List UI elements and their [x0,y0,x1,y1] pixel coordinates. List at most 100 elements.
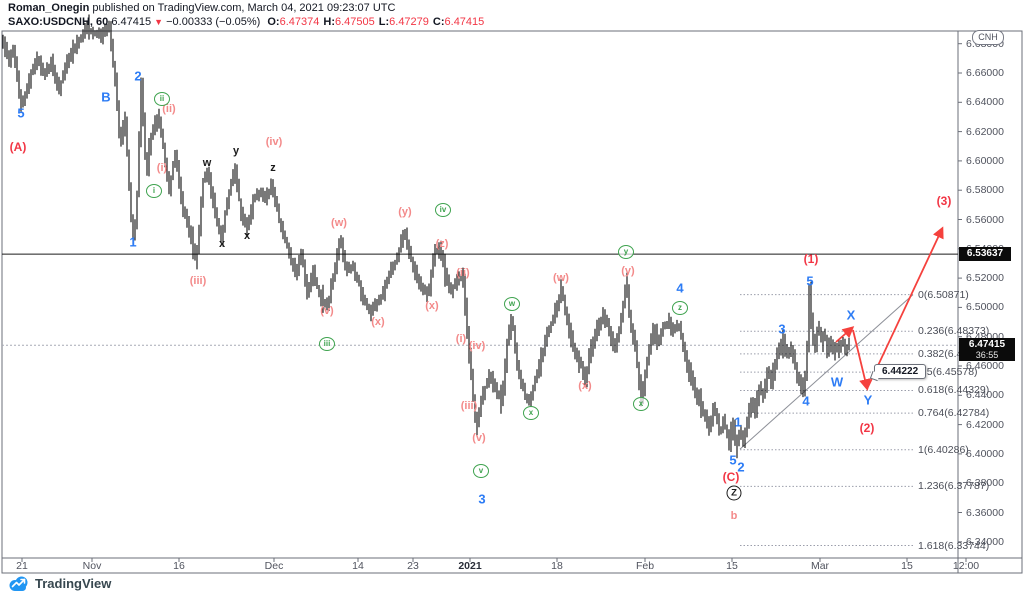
wave-label-3: 3 [478,491,486,507]
wave-label-5: 5 [729,452,737,468]
wave-label-X: X [846,307,856,323]
wave-label-3: 3 [778,321,786,337]
wave-label-4: 4 [676,280,684,296]
time-tick-label: 23 [407,560,419,572]
price-tick-label: 6.36000 [966,506,1004,519]
wave-label-iv: (iv) [265,136,283,148]
fib-level-label: 1(6.40286) [918,443,969,456]
wave-label-2: 2 [737,459,745,475]
wave-label-Y: Y [863,392,873,408]
wave-label-y: (y) [621,265,635,277]
wave-label-W: W [830,374,844,390]
price-change-text: −0.00333 (−0.05%) [166,16,261,28]
forecast-arrow[interactable] [852,329,871,391]
wave-label-B: B [101,89,111,105]
price-tick-label: 6.62000 [966,125,1004,138]
publish-info: published on TradingView.com, March 04, … [89,2,396,14]
price-tick-label: 6.66000 [966,67,1004,79]
wave-label-z: (z) [435,238,449,250]
chart-frame [1,30,1023,574]
ohlc-key: C: [432,16,445,28]
level-price-badge: 6.53637 [959,247,1011,262]
price-tick-label: 6.56000 [966,213,1004,226]
wave-label-2: (2) [859,421,875,435]
last-price-value: 6.47415 [968,339,1006,351]
wave-label-x: x [218,238,226,250]
wave-label-ii: (ii) [456,267,470,279]
time-tick-label: Feb [635,560,655,572]
wave-label-x: x [633,397,649,411]
wave-label-i: i [146,184,162,198]
wave-label-iv: iv [435,203,451,217]
wave-label-x: x [523,406,539,420]
wave-label-i: (i) [455,333,467,345]
wave-label-ii: (ii) [162,103,176,115]
ohlc-values: O:6.47374 H:6.47505 L:6.47279 C:6.47415 [263,16,484,28]
bar-countdown: 36:55 [975,350,999,361]
wave-label-C: (C) [722,470,740,484]
time-tick-label: 14 [352,560,364,572]
time-tick-label: Mar [810,560,830,572]
price-tooltip: 6.44222 [874,364,927,379]
wave-label-v: v [473,464,489,478]
wave-label-y: y [232,145,240,157]
wave-label-w: w [504,297,520,311]
fib-level-label: 0.764(6.42784) [918,407,990,420]
ohlc-value: 6.47374 [279,16,320,28]
forecast-arrow[interactable] [866,226,944,390]
time-tick-label: Nov [82,560,102,572]
wave-label-1: (1) [803,252,819,266]
tradingview-logo[interactable]: TradingView [8,575,111,592]
trendline[interactable] [739,294,914,450]
currency-badge: CNH [972,30,1004,45]
wave-label-w: (w) [331,217,347,229]
logo-text: TradingView [35,576,112,591]
wave-label-2: 2 [134,68,142,84]
wave-label-x: (x) [425,300,439,312]
time-tick-label: 15 [726,560,738,572]
author-name: Roman_Onegin [8,2,90,14]
wave-label-iii: (iii) [189,275,207,287]
wave-label-ii: ii [154,92,170,106]
time-tick-label: 2021 [458,560,482,572]
last-price-badge: 6.47415 36:55 [959,338,1015,362]
forecast-arrow[interactable] [835,326,855,343]
wave-label-y: (y) [398,206,412,218]
wave-label-v: (v) [472,432,486,444]
ohlc-value: 6.47415 [444,16,485,28]
wave-label-Z: Z [726,485,742,501]
price-tick-label: 6.64000 [966,96,1004,109]
symbol-title[interactable]: SAXO:USDCNH, 60 [8,16,109,28]
wave-label-1: 1 [129,234,137,250]
price-tick-label: 6.46000 [966,360,1004,372]
price-tick-label: 6.50000 [966,301,1004,314]
price-tick-label: 6.42000 [966,418,1004,431]
fib-level-label: 1.618(6.33744) [918,539,990,552]
price-candles [2,14,850,459]
down-triangle-icon: ▼ [154,17,164,27]
wave-label-1: 1 [734,414,742,430]
wave-label-3: (3) [936,194,952,208]
fib-level-label: 0.5(6.45578) [918,366,978,379]
chart-header: Roman_Onegin published on TradingView.co… [8,2,484,29]
wave-label-v: (v) [320,305,334,317]
time-tick-label: 18 [551,560,563,572]
time-tick-label: 15 [901,560,913,572]
price-tick-label: 6.34000 [966,535,1004,548]
wave-label-i: (i) [156,162,168,174]
wave-label-A: (A) [9,140,27,154]
wave-label-x: (x) [371,316,385,328]
time-tick-label: 21 [16,560,28,572]
wave-label-iii: iii [319,337,335,351]
price-tick-label: 6.52000 [966,272,1004,285]
wave-label-w: (w) [553,272,569,284]
price-tick-label: 6.58000 [966,184,1004,197]
wave-label-z: z [270,162,276,174]
time-tick-label: 12:00 [952,560,980,572]
price-tick-label: 6.38000 [966,477,1004,490]
price-tick-label: 6.40000 [966,447,1004,460]
ohlc-value: 6.47505 [334,16,375,28]
fib-level-label: 0.618(6.44329) [918,384,990,397]
